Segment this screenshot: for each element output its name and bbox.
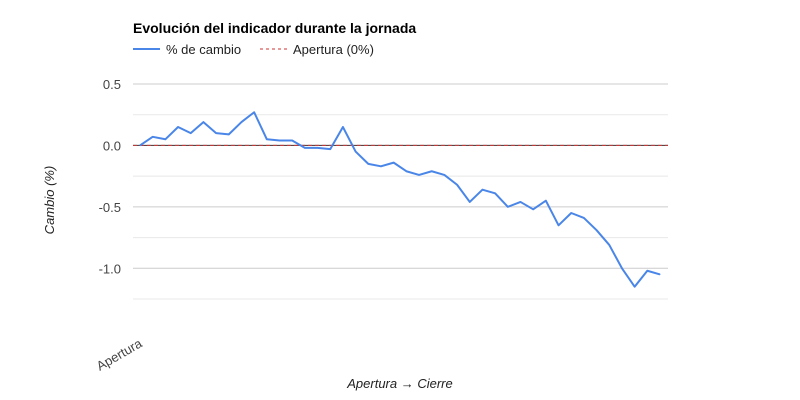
data-point [621,267,623,269]
data-point [558,224,560,226]
data-point [634,286,636,288]
data-point [177,126,179,128]
data-point [164,138,166,140]
data-point [266,138,268,140]
data-point [393,162,395,164]
legend-label-opening: Apertura (0%) [293,42,374,57]
chart-title: Evolución del indicador durante la jorna… [133,20,416,36]
data-point [596,229,598,231]
data-point [431,170,433,172]
data-point [646,270,648,272]
data-point [570,212,572,214]
y-tick-label: 0.5 [103,77,121,92]
grid [133,83,668,300]
data-point [494,192,496,194]
data-point [532,208,534,210]
data-point [519,201,521,203]
data-point [152,136,154,138]
data-point [456,184,458,186]
data-point [608,244,610,246]
data-point [367,163,369,165]
data-point [215,132,217,134]
data-point [380,165,382,167]
data-point [545,200,547,202]
data-point [659,273,661,275]
data-point [583,217,585,219]
data-point [228,133,230,135]
data-point [443,174,445,176]
data-point [355,151,357,153]
y-axis-title: Cambio (%) [42,166,57,235]
data-point [139,144,141,146]
data-points [139,111,661,288]
data-point [329,148,331,150]
series-line-change [139,111,661,288]
x-tick-label: Apertura [94,335,145,373]
data-point [240,121,242,123]
y-tick-label: 0.0 [103,138,121,153]
data-point [342,126,344,128]
data-point [317,147,319,149]
data-point [279,140,281,142]
legend-label-change: % de cambio [166,42,241,57]
data-point [481,189,483,191]
y-axis-ticks: 0.5 0.0 -0.5 -1.0 [99,77,121,276]
data-point [405,170,407,172]
data-point [202,121,204,123]
data-point [253,111,255,113]
data-point [507,206,509,208]
x-axis-title: Apertura → Cierre [346,376,452,391]
y-tick-label: -1.0 [99,261,121,276]
data-point [304,147,306,149]
data-point [469,201,471,203]
data-point [291,140,293,142]
data-point [418,174,420,176]
data-point [190,132,192,134]
legend: % de cambio Apertura (0%) [133,42,374,57]
y-tick-label: -0.5 [99,200,121,215]
